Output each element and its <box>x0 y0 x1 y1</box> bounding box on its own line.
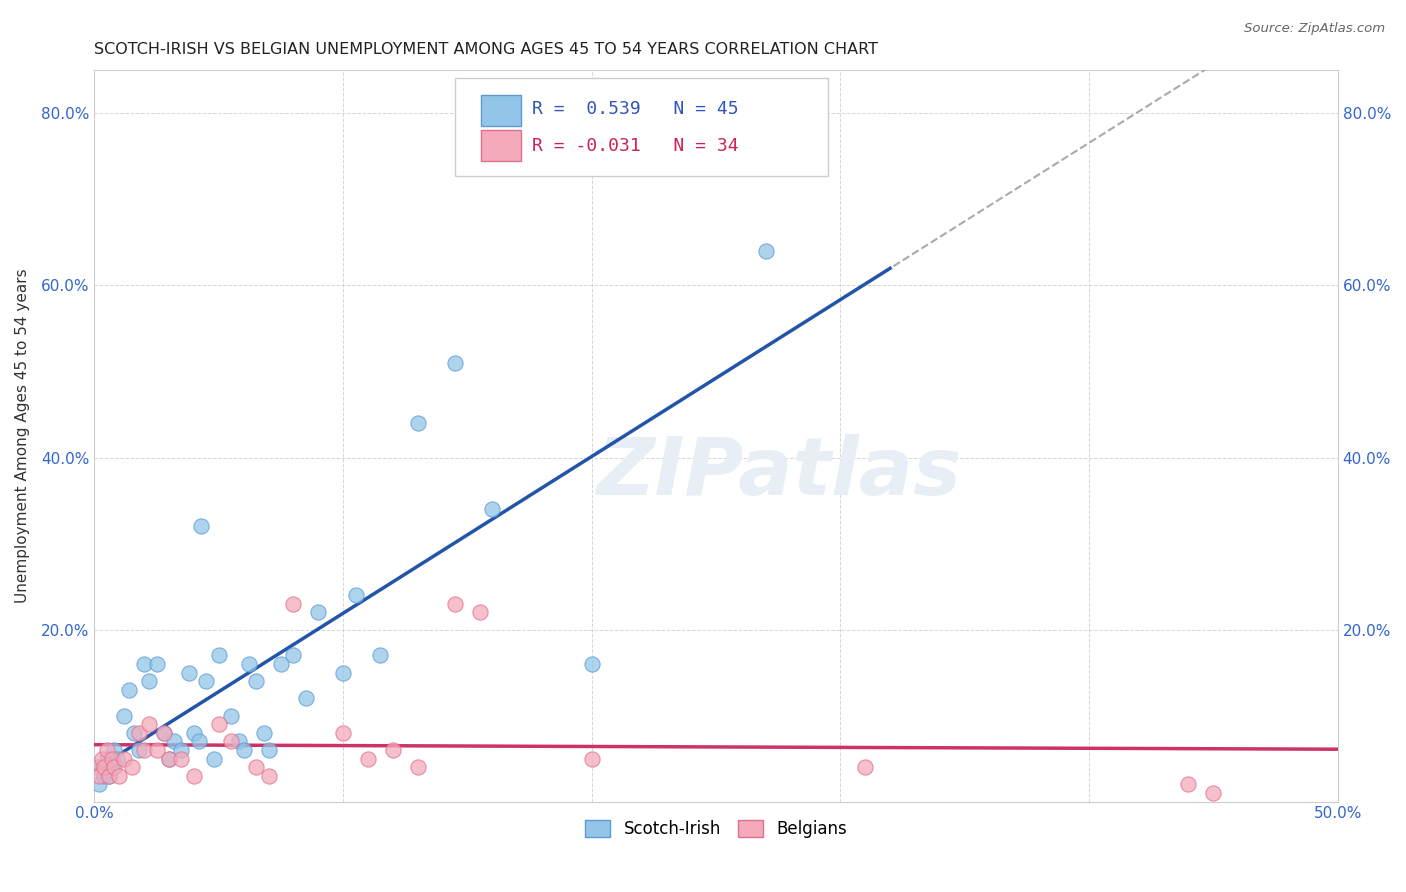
Point <box>105 751 128 765</box>
Point <box>163 734 186 748</box>
Point <box>283 648 305 663</box>
Point <box>332 665 354 680</box>
Point <box>406 760 429 774</box>
Point <box>128 743 150 757</box>
Point <box>145 657 167 671</box>
Point <box>357 751 380 765</box>
Point <box>245 760 267 774</box>
Point <box>187 734 209 748</box>
Point <box>96 751 118 765</box>
Point <box>157 751 180 765</box>
Point <box>283 597 305 611</box>
Point <box>98 769 121 783</box>
Text: ZIPatlas: ZIPatlas <box>596 434 960 511</box>
Point <box>219 734 242 748</box>
Y-axis label: Unemployment Among Ages 45 to 54 years: Unemployment Among Ages 45 to 54 years <box>15 268 30 603</box>
FancyBboxPatch shape <box>481 130 520 161</box>
Point <box>108 769 131 783</box>
Point <box>122 725 145 739</box>
Point <box>252 725 274 739</box>
Point <box>228 734 250 748</box>
Point <box>98 769 121 783</box>
FancyBboxPatch shape <box>481 95 520 126</box>
Point <box>134 743 156 757</box>
Point <box>118 682 141 697</box>
Point <box>138 674 160 689</box>
Point <box>581 657 603 671</box>
Point <box>202 751 225 765</box>
Point <box>370 648 392 663</box>
Point <box>444 597 467 611</box>
Legend: Scotch-Irish, Belgians: Scotch-Irish, Belgians <box>579 813 853 845</box>
Point <box>128 725 150 739</box>
Point <box>93 760 115 774</box>
Point <box>581 751 603 765</box>
Point <box>86 760 108 774</box>
Point <box>112 708 135 723</box>
Point <box>257 769 280 783</box>
Point <box>134 657 156 671</box>
Point <box>1177 777 1199 791</box>
FancyBboxPatch shape <box>456 78 828 177</box>
Point <box>157 751 180 765</box>
Point <box>245 674 267 689</box>
Text: Source: ZipAtlas.com: Source: ZipAtlas.com <box>1244 22 1385 36</box>
Point <box>177 665 200 680</box>
Point <box>190 519 212 533</box>
Point <box>444 356 467 370</box>
Point <box>195 674 218 689</box>
Point <box>145 743 167 757</box>
Point <box>90 760 112 774</box>
Point <box>153 725 176 739</box>
Point <box>208 648 231 663</box>
Point <box>853 760 876 774</box>
Point <box>153 725 176 739</box>
Point <box>232 743 254 757</box>
Point <box>183 725 205 739</box>
Text: R =  0.539   N = 45: R = 0.539 N = 45 <box>531 100 738 118</box>
Point <box>101 760 124 774</box>
Point <box>170 751 193 765</box>
Point <box>332 725 354 739</box>
Point <box>381 743 404 757</box>
Point <box>406 416 429 430</box>
Point <box>468 605 491 619</box>
Point <box>89 769 111 783</box>
Point <box>238 657 260 671</box>
Point <box>121 760 143 774</box>
Point <box>112 751 135 765</box>
Text: SCOTCH-IRISH VS BELGIAN UNEMPLOYMENT AMONG AGES 45 TO 54 YEARS CORRELATION CHART: SCOTCH-IRISH VS BELGIAN UNEMPLOYMENT AMO… <box>94 42 879 57</box>
Point <box>183 769 205 783</box>
Point <box>270 657 292 671</box>
Text: R = -0.031   N = 34: R = -0.031 N = 34 <box>531 136 738 154</box>
Point <box>170 743 193 757</box>
Point <box>138 717 160 731</box>
Point <box>344 588 367 602</box>
Point <box>90 751 112 765</box>
Point <box>103 760 125 774</box>
Point <box>257 743 280 757</box>
Point <box>219 708 242 723</box>
Point <box>89 777 111 791</box>
Point <box>101 751 124 765</box>
Point <box>1202 786 1225 800</box>
Point <box>96 743 118 757</box>
Point <box>93 769 115 783</box>
Point <box>481 502 503 516</box>
Point <box>295 691 318 706</box>
Point <box>307 605 329 619</box>
Point <box>208 717 231 731</box>
Point <box>755 244 778 258</box>
Point <box>103 743 125 757</box>
